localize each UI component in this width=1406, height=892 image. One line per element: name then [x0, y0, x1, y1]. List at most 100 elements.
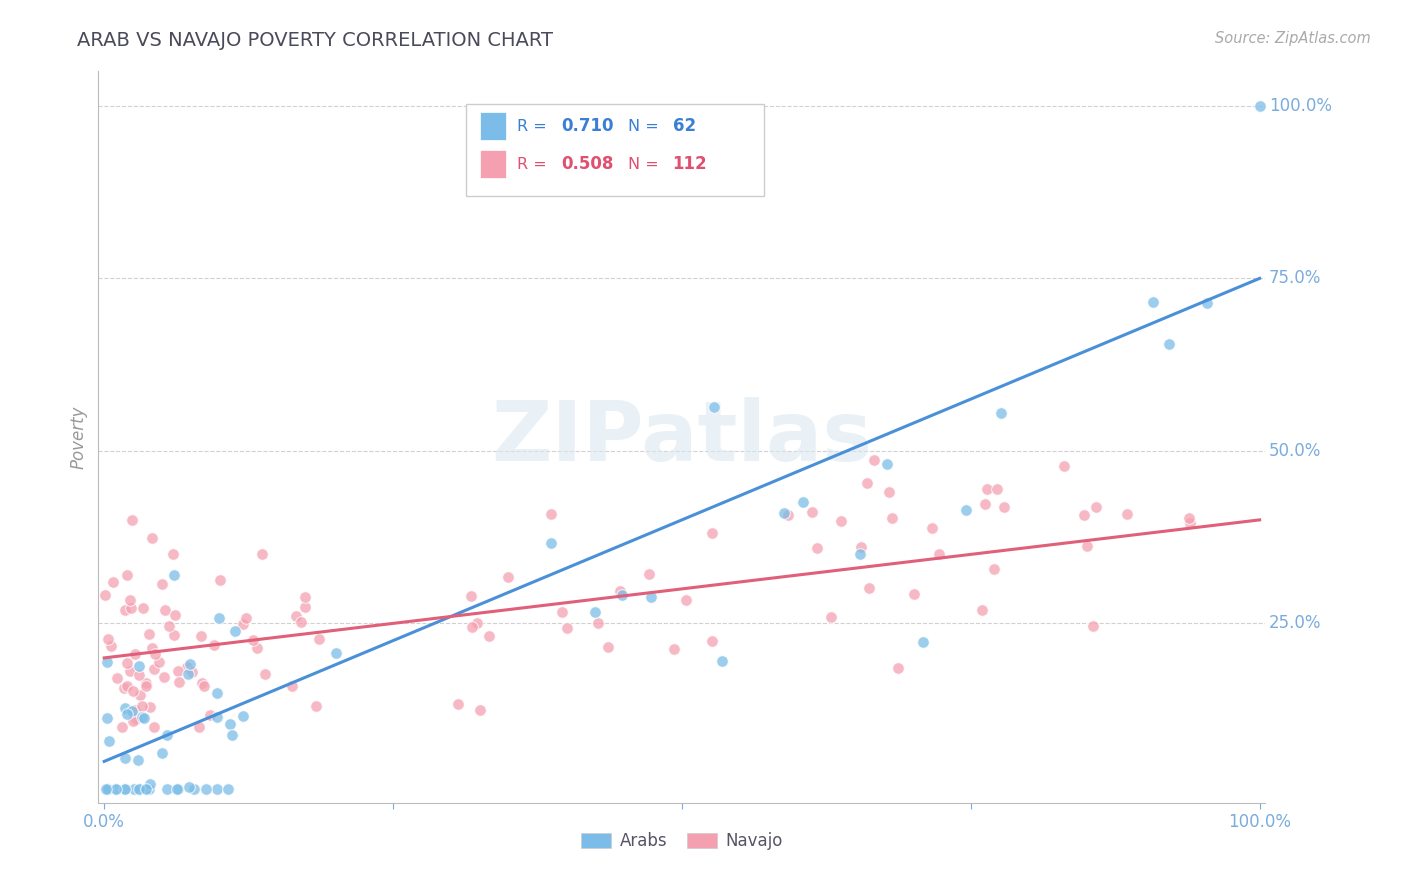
Point	[156, 728, 179, 742]
Point	[207, 782, 229, 797]
Point	[876, 458, 898, 472]
Point	[143, 647, 166, 661]
Point	[97, 632, 120, 646]
Point	[232, 616, 254, 631]
Point	[986, 482, 1008, 496]
Point	[294, 591, 316, 605]
Point	[205, 686, 228, 700]
Point	[200, 708, 222, 723]
Point	[194, 782, 217, 797]
Point	[855, 475, 877, 490]
Point	[1195, 295, 1218, 310]
Point	[202, 638, 225, 652]
Point	[131, 698, 153, 713]
FancyBboxPatch shape	[465, 104, 763, 195]
Point	[128, 782, 150, 797]
Point	[115, 656, 138, 670]
Point	[640, 590, 662, 604]
Point	[477, 628, 499, 642]
Point	[308, 632, 330, 646]
Point	[96, 782, 118, 797]
Point	[150, 747, 173, 761]
Point	[460, 589, 482, 603]
Point	[177, 780, 200, 795]
Point	[135, 782, 157, 797]
Point	[1249, 99, 1271, 113]
Point	[305, 699, 328, 714]
Point	[114, 701, 136, 715]
Point	[990, 406, 1012, 420]
Point	[1084, 500, 1107, 515]
Text: 100.0%: 100.0%	[1268, 97, 1331, 115]
Point	[128, 782, 150, 797]
Point	[235, 610, 257, 624]
Point	[806, 541, 828, 555]
Point	[181, 665, 204, 679]
Text: R =: R =	[517, 119, 553, 134]
Point	[114, 782, 136, 797]
Text: 75.0%: 75.0%	[1268, 269, 1322, 287]
Point	[1083, 619, 1105, 633]
Point	[1073, 508, 1095, 522]
Point	[167, 674, 190, 689]
Point	[675, 593, 697, 607]
Point	[801, 504, 824, 518]
Point	[598, 640, 620, 654]
Point	[138, 777, 160, 791]
Point	[191, 676, 214, 690]
Point	[121, 684, 143, 698]
Point	[1053, 459, 1076, 474]
Point	[166, 782, 188, 797]
Point	[585, 606, 607, 620]
Point	[903, 587, 925, 601]
Legend: Arabs, Navajo: Arabs, Navajo	[575, 825, 789, 856]
Point	[778, 508, 800, 523]
Point	[1178, 510, 1201, 524]
Point	[820, 609, 842, 624]
Text: 112: 112	[672, 155, 707, 173]
Point	[851, 541, 873, 555]
Point	[124, 703, 146, 717]
FancyBboxPatch shape	[479, 151, 506, 178]
Point	[702, 525, 724, 540]
Point	[135, 676, 157, 690]
Point	[224, 624, 246, 638]
Point	[830, 514, 852, 528]
Point	[104, 782, 127, 797]
Point	[284, 609, 307, 624]
Point	[218, 716, 240, 731]
Point	[290, 615, 312, 629]
Point	[465, 615, 488, 630]
Point	[862, 452, 884, 467]
Text: 0.508: 0.508	[562, 155, 614, 173]
Point	[115, 679, 138, 693]
Point	[928, 548, 950, 562]
Point	[167, 782, 190, 797]
Point	[157, 619, 180, 633]
Point	[165, 607, 187, 622]
Point	[461, 620, 484, 634]
Point	[176, 659, 198, 673]
Point	[221, 728, 243, 742]
Point	[703, 401, 725, 415]
Point	[252, 548, 274, 562]
Text: Source: ZipAtlas.com: Source: ZipAtlas.com	[1215, 31, 1371, 46]
Point	[1116, 507, 1139, 521]
Point	[153, 602, 176, 616]
Point	[162, 628, 184, 642]
Point	[163, 568, 186, 582]
Point	[700, 634, 723, 648]
Point	[122, 714, 145, 728]
Point	[105, 671, 128, 685]
Point	[138, 627, 160, 641]
Point	[882, 511, 904, 525]
Text: ARAB VS NAVAJO POVERTY CORRELATION CHART: ARAB VS NAVAJO POVERTY CORRELATION CHART	[77, 31, 554, 50]
Point	[138, 782, 160, 797]
Point	[1178, 516, 1201, 530]
Point	[232, 708, 254, 723]
Point	[921, 521, 943, 535]
Point	[193, 679, 215, 693]
Point	[115, 706, 138, 721]
Point	[148, 655, 170, 669]
Point	[540, 535, 562, 549]
